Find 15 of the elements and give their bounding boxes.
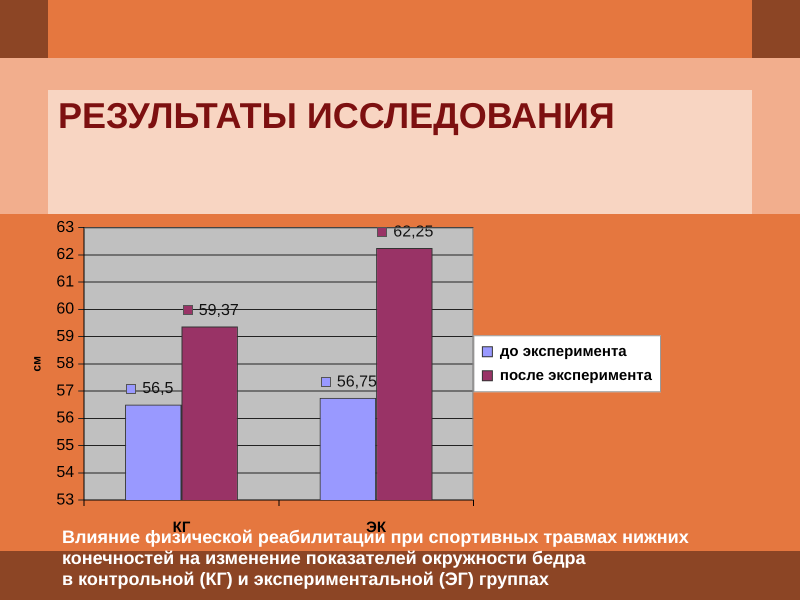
y-tick-label: 57 bbox=[56, 382, 74, 400]
y-tick-label: 53 bbox=[56, 491, 74, 508]
chart-title: РЕЗУЛЬТАТЫ ИССЛЕДОВАНИЯ bbox=[58, 95, 615, 137]
y-axis-title: см bbox=[30, 356, 44, 372]
y-tick-label: 60 bbox=[56, 300, 74, 318]
y-tick-label: 63 bbox=[56, 219, 74, 236]
y-tick-label: 62 bbox=[56, 246, 74, 264]
y-tick-label: 58 bbox=[56, 355, 74, 372]
legend-label: после эксперимента bbox=[500, 366, 653, 384]
legend-label: до эксперимента bbox=[500, 342, 628, 360]
y-tick-label: 59 bbox=[56, 328, 74, 345]
y-tick-label: 55 bbox=[56, 436, 74, 454]
y-tick-label: 61 bbox=[56, 273, 74, 290]
y-tick-label: 56 bbox=[56, 410, 74, 427]
y-tick-label: 54 bbox=[56, 464, 74, 482]
